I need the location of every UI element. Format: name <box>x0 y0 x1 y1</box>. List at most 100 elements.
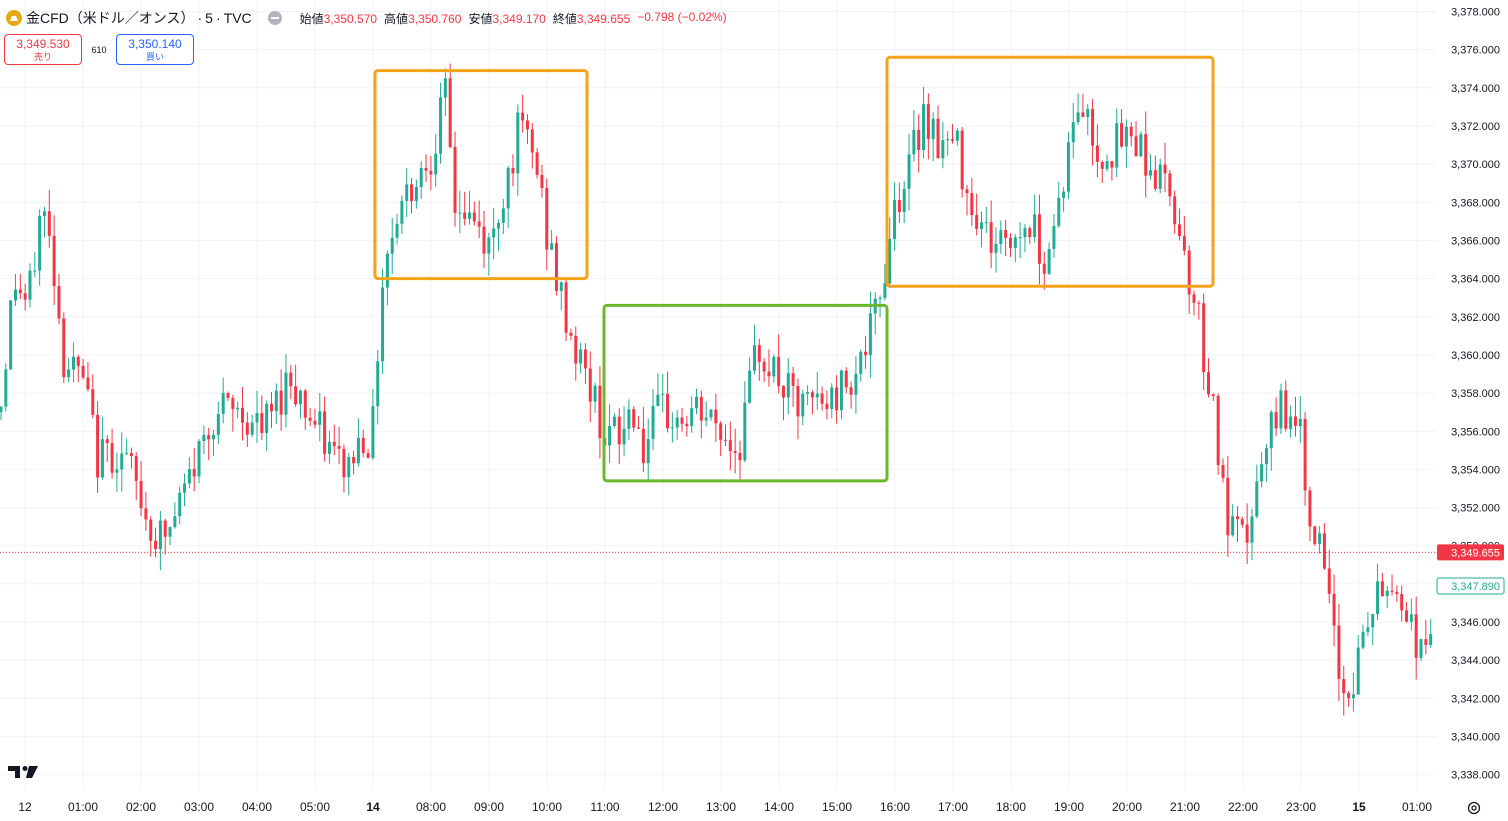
candle-down <box>76 356 80 366</box>
candle-up <box>801 393 805 417</box>
candle-up <box>1255 481 1259 517</box>
candle-up <box>33 270 37 272</box>
candle-up <box>815 393 819 398</box>
sell-button[interactable]: 3,349.530 売り <box>4 34 82 65</box>
candle-down <box>361 437 365 454</box>
buy-label: 買い <box>145 52 164 62</box>
collapse-icon[interactable] <box>267 11 282 25</box>
candle-down <box>477 221 481 227</box>
candle-down <box>960 130 964 190</box>
candle-up <box>1149 170 1153 176</box>
candle-down <box>81 365 85 378</box>
candle-down <box>1042 263 1046 274</box>
candle-up <box>1318 533 1322 544</box>
candle-down <box>699 396 703 421</box>
timeframe[interactable]: 5 <box>205 10 213 26</box>
candle-down <box>57 286 61 319</box>
candle-up <box>236 407 240 410</box>
candle-up <box>67 369 71 378</box>
gold-icon <box>6 10 22 26</box>
candle-down <box>1008 237 1012 248</box>
candle-down <box>1245 524 1249 543</box>
candle-down <box>680 417 684 424</box>
candle-down <box>366 453 370 458</box>
candle-up <box>1047 248 1051 274</box>
candle-up <box>912 129 916 155</box>
candle-down <box>1004 230 1008 238</box>
candle-down <box>453 147 457 213</box>
x-axis-tick-label: 01:00 <box>1402 800 1432 814</box>
candle-up <box>1356 647 1360 695</box>
candle-down <box>810 392 814 398</box>
candle-down <box>666 393 670 429</box>
candle-up <box>1361 631 1365 648</box>
candle-up <box>806 392 810 394</box>
candle-down <box>525 120 529 130</box>
x-axis-tick-label: 21:00 <box>1170 800 1200 814</box>
candle-up <box>1419 639 1423 658</box>
candle-down <box>1192 294 1196 303</box>
candle-down <box>1332 593 1336 626</box>
candle-up <box>999 230 1003 244</box>
candle-down <box>588 368 592 402</box>
y-axis-tick-label: 3,368.000 <box>1451 197 1500 209</box>
candle-down <box>936 118 940 159</box>
candle-up <box>670 427 674 429</box>
candle-up <box>168 527 172 537</box>
candle-down <box>448 78 452 148</box>
green-range-box[interactable] <box>602 303 889 483</box>
candle-down <box>733 450 737 453</box>
candle-down <box>796 385 800 417</box>
candle-down <box>719 423 723 440</box>
candle-down <box>472 212 476 222</box>
candle-down <box>1173 196 1177 225</box>
candle-up <box>1250 516 1254 543</box>
candle-down <box>144 508 148 520</box>
candle-down <box>1400 594 1404 611</box>
candle-down <box>1240 519 1244 525</box>
candle-down <box>1395 591 1399 595</box>
candle-down <box>926 104 930 140</box>
candle-up <box>941 140 945 159</box>
candle-down <box>192 469 196 477</box>
candle-down <box>1414 614 1418 658</box>
candle-down <box>1327 568 1331 594</box>
buy-button[interactable]: 3,350.140 買い <box>116 34 194 65</box>
candle-up <box>1158 164 1162 189</box>
candle-up <box>748 370 752 403</box>
x-axis-tick-label: 03:00 <box>184 800 214 814</box>
candle-up <box>400 200 404 224</box>
orange-range-box-2[interactable] <box>885 55 1215 288</box>
candle-down <box>1390 590 1394 592</box>
orange-range-box-1[interactable] <box>373 69 589 281</box>
candle-up <box>1018 237 1022 239</box>
candle-down <box>289 372 293 387</box>
candle-up <box>1066 142 1070 192</box>
candle-up <box>419 167 423 187</box>
candle-down <box>134 456 138 481</box>
settings-icon[interactable] <box>1466 800 1482 821</box>
data-source: TVC <box>223 10 252 26</box>
candle-up <box>42 211 46 216</box>
candle-down <box>564 282 568 333</box>
x-axis-tick-label: 13:00 <box>706 800 736 814</box>
candle-up <box>550 243 554 250</box>
tradingview-logo-icon[interactable] <box>8 764 40 785</box>
candle-down <box>226 393 230 398</box>
y-axis-tick-label: 3,374.000 <box>1451 83 1500 95</box>
symbol-title[interactable]: 金CFD（米ドル／オンス） <box>26 10 195 26</box>
candle-up <box>1033 214 1037 238</box>
high-value: 3,350.760 <box>408 11 462 26</box>
candle-down <box>951 139 955 141</box>
y-axis-tick-label: 3,344.000 <box>1451 655 1500 667</box>
candle-up <box>178 492 182 517</box>
candle-up <box>318 411 322 425</box>
candle-down <box>757 345 761 362</box>
candle-down <box>724 439 727 441</box>
candle-down <box>1235 516 1239 520</box>
candle-down <box>47 211 51 236</box>
candle-up <box>1409 614 1413 622</box>
x-axis-tick-label: 09:00 <box>474 800 504 814</box>
candle-up <box>385 253 389 288</box>
